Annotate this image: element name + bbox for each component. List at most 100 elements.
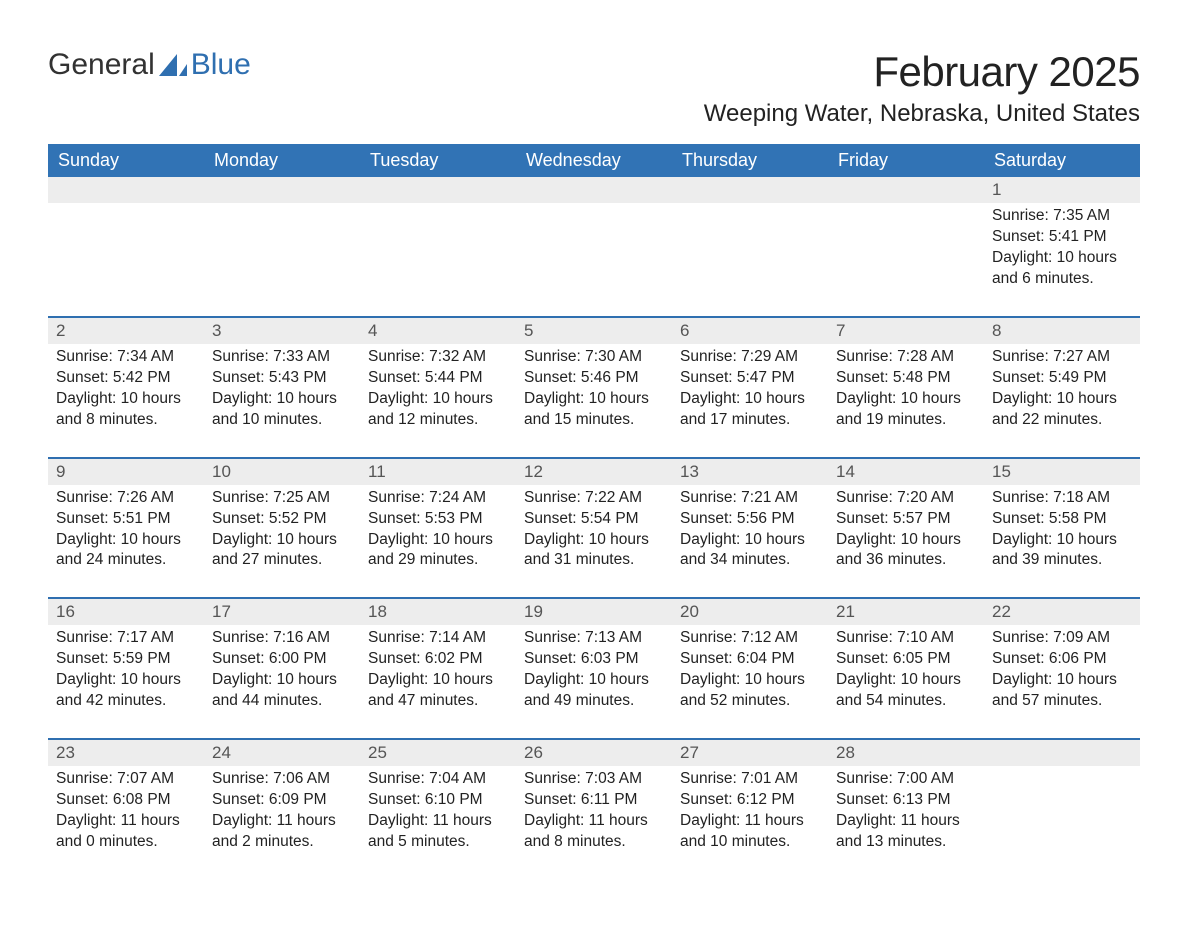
day-details-cell: Sunrise: 7:14 AMSunset: 6:02 PMDaylight:… (360, 625, 516, 739)
day-number-cell: 27 (672, 740, 828, 766)
sunrise-line: Sunrise: 7:00 AM (836, 769, 976, 790)
day-number-cell: 17 (204, 599, 360, 625)
day-number-cell: 9 (48, 459, 204, 485)
day-number-cell: 8 (984, 318, 1140, 344)
day-number-cell: 16 (48, 599, 204, 625)
day-details-cell: Sunrise: 7:29 AMSunset: 5:47 PMDaylight:… (672, 344, 828, 458)
day-details-cell: Sunrise: 7:01 AMSunset: 6:12 PMDaylight:… (672, 766, 828, 879)
sunset-line: Sunset: 6:08 PM (56, 790, 196, 811)
day-number-cell: 5 (516, 318, 672, 344)
day-details-cell: Sunrise: 7:18 AMSunset: 5:58 PMDaylight:… (984, 485, 1140, 599)
day-details-cell: Sunrise: 7:25 AMSunset: 5:52 PMDaylight:… (204, 485, 360, 599)
sunrise-line: Sunrise: 7:20 AM (836, 488, 976, 509)
day-details-cell: Sunrise: 7:16 AMSunset: 6:00 PMDaylight:… (204, 625, 360, 739)
day-details-cell: Sunrise: 7:26 AMSunset: 5:51 PMDaylight:… (48, 485, 204, 599)
day-number-cell: 24 (204, 740, 360, 766)
daylight-line: Daylight: 11 hours and 2 minutes. (212, 811, 352, 853)
sunrise-line: Sunrise: 7:22 AM (524, 488, 664, 509)
daylight-line: Daylight: 10 hours and 10 minutes. (212, 389, 352, 431)
day-number-cell: 13 (672, 459, 828, 485)
day-details-cell: Sunrise: 7:32 AMSunset: 5:44 PMDaylight:… (360, 344, 516, 458)
day-number-cell: 12 (516, 459, 672, 485)
day-details-cell (672, 203, 828, 317)
sunset-line: Sunset: 5:54 PM (524, 509, 664, 530)
sunrise-line: Sunrise: 7:25 AM (212, 488, 352, 509)
day-number-cell (984, 740, 1140, 766)
day-details-cell: Sunrise: 7:20 AMSunset: 5:57 PMDaylight:… (828, 485, 984, 599)
sunset-line: Sunset: 5:56 PM (680, 509, 820, 530)
logo-text-blue: Blue (191, 48, 251, 82)
day-number-cell: 23 (48, 740, 204, 766)
daylight-line: Daylight: 10 hours and 8 minutes. (56, 389, 196, 431)
day-header: Wednesday (516, 144, 672, 177)
day-number-row: 232425262728 (48, 740, 1140, 766)
day-number-cell: 2 (48, 318, 204, 344)
day-number-cell: 15 (984, 459, 1140, 485)
sunrise-line: Sunrise: 7:09 AM (992, 628, 1132, 649)
daylight-line: Daylight: 10 hours and 19 minutes. (836, 389, 976, 431)
sunrise-line: Sunrise: 7:30 AM (524, 347, 664, 368)
day-number-row: 1 (48, 177, 1140, 203)
sunset-line: Sunset: 5:41 PM (992, 227, 1132, 248)
day-details-cell: Sunrise: 7:34 AMSunset: 5:42 PMDaylight:… (48, 344, 204, 458)
day-details-cell: Sunrise: 7:22 AMSunset: 5:54 PMDaylight:… (516, 485, 672, 599)
day-number-cell: 10 (204, 459, 360, 485)
day-details-cell: Sunrise: 7:30 AMSunset: 5:46 PMDaylight:… (516, 344, 672, 458)
day-number-cell: 20 (672, 599, 828, 625)
daylight-line: Daylight: 10 hours and 15 minutes. (524, 389, 664, 431)
sunset-line: Sunset: 6:09 PM (212, 790, 352, 811)
sunrise-line: Sunrise: 7:33 AM (212, 347, 352, 368)
day-number-cell (360, 177, 516, 203)
sunrise-line: Sunrise: 7:12 AM (680, 628, 820, 649)
day-number-row: 2345678 (48, 318, 1140, 344)
sunset-line: Sunset: 5:44 PM (368, 368, 508, 389)
sunset-line: Sunset: 5:48 PM (836, 368, 976, 389)
sunset-line: Sunset: 5:53 PM (368, 509, 508, 530)
daylight-line: Daylight: 10 hours and 6 minutes. (992, 248, 1132, 290)
sunrise-line: Sunrise: 7:18 AM (992, 488, 1132, 509)
day-details-cell (204, 203, 360, 317)
day-number-cell: 1 (984, 177, 1140, 203)
sunset-line: Sunset: 5:52 PM (212, 509, 352, 530)
daylight-line: Daylight: 11 hours and 0 minutes. (56, 811, 196, 853)
sunrise-line: Sunrise: 7:04 AM (368, 769, 508, 790)
day-details-cell: Sunrise: 7:24 AMSunset: 5:53 PMDaylight:… (360, 485, 516, 599)
sunset-line: Sunset: 6:03 PM (524, 649, 664, 670)
daylight-line: Daylight: 11 hours and 8 minutes. (524, 811, 664, 853)
daylight-line: Daylight: 11 hours and 13 minutes. (836, 811, 976, 853)
sunrise-line: Sunrise: 7:17 AM (56, 628, 196, 649)
day-number-cell: 26 (516, 740, 672, 766)
sunset-line: Sunset: 6:12 PM (680, 790, 820, 811)
day-details-row: Sunrise: 7:35 AMSunset: 5:41 PMDaylight:… (48, 203, 1140, 317)
sunset-line: Sunset: 5:46 PM (524, 368, 664, 389)
day-number-cell (48, 177, 204, 203)
sunset-line: Sunset: 6:11 PM (524, 790, 664, 811)
daylight-line: Daylight: 10 hours and 52 minutes. (680, 670, 820, 712)
daylight-line: Daylight: 10 hours and 57 minutes. (992, 670, 1132, 712)
sunset-line: Sunset: 5:51 PM (56, 509, 196, 530)
day-details-cell (48, 203, 204, 317)
day-number-cell: 21 (828, 599, 984, 625)
daylight-line: Daylight: 10 hours and 24 minutes. (56, 530, 196, 572)
calendar-body: 1Sunrise: 7:35 AMSunset: 5:41 PMDaylight… (48, 177, 1140, 879)
daylight-line: Daylight: 10 hours and 39 minutes. (992, 530, 1132, 572)
sunrise-line: Sunrise: 7:32 AM (368, 347, 508, 368)
logo-text-general: General (48, 48, 155, 82)
day-header: Monday (204, 144, 360, 177)
sunrise-line: Sunrise: 7:35 AM (992, 206, 1132, 227)
day-details-cell: Sunrise: 7:03 AMSunset: 6:11 PMDaylight:… (516, 766, 672, 879)
day-details-cell: Sunrise: 7:07 AMSunset: 6:08 PMDaylight:… (48, 766, 204, 879)
sunrise-line: Sunrise: 7:26 AM (56, 488, 196, 509)
daylight-line: Daylight: 10 hours and 49 minutes. (524, 670, 664, 712)
sunrise-line: Sunrise: 7:16 AM (212, 628, 352, 649)
logo-sail-icon (159, 54, 187, 76)
sunset-line: Sunset: 6:00 PM (212, 649, 352, 670)
day-number-cell: 7 (828, 318, 984, 344)
day-details-row: Sunrise: 7:34 AMSunset: 5:42 PMDaylight:… (48, 344, 1140, 458)
day-number-row: 16171819202122 (48, 599, 1140, 625)
day-number-cell: 4 (360, 318, 516, 344)
sunset-line: Sunset: 5:57 PM (836, 509, 976, 530)
sunset-line: Sunset: 5:58 PM (992, 509, 1132, 530)
day-details-cell: Sunrise: 7:35 AMSunset: 5:41 PMDaylight:… (984, 203, 1140, 317)
sunset-line: Sunset: 6:05 PM (836, 649, 976, 670)
